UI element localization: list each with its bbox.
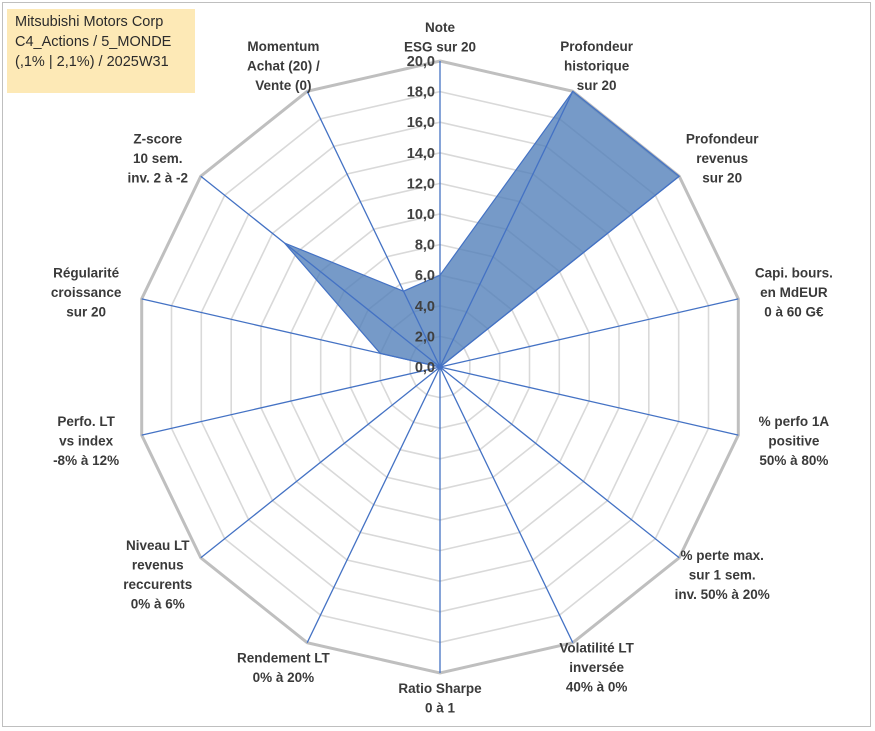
radar-spoke-6 [439,366,574,643]
radar-axis-label-5-line-2: inv. 50% à 20% [675,587,770,602]
radar-axis-label-4-line-1: positive [768,434,820,449]
radar-spoke-11 [141,298,441,368]
radar-axis-label-8-line-0: Rendement LT [237,650,331,665]
radar-axis-label-11-line-0: Régularité [53,265,120,280]
radar-axis-label-13: Momentum Achat (20) / Vente (0) [247,39,320,93]
radar-spoke-4 [439,366,739,436]
radar-axis-label-0-line-0: Note [425,20,455,35]
radar-axis-label-9-line-1: revenus [132,558,184,573]
radar-spoke-8 [306,366,441,643]
radar-axis-label-2: Profondeur revenus sur 20 [686,132,759,186]
radar-axis-label-6-line-0: Volatilité LT [559,641,634,656]
radar-axis-label-9: Niveau LT revenus reccurents 0% à 6% [123,538,192,612]
radar-axis-label-8-line-1: 0% à 20% [253,670,315,685]
radar-axis-label-12-line-1: 10 sem. [133,151,183,166]
radar-axis-label-12-line-2: inv. 2 à -2 [128,171,189,186]
radar-spokes [141,61,739,673]
radar-axis-label-13-line-1: Achat (20) / [247,58,320,73]
radar-axis-label-10-line-0: Perfo. LT [57,414,115,429]
radar-axis-label-8: Rendement LT 0% à 20% [237,650,331,685]
radar-axis-label-12: Z-score 10 sem. inv. 2 à -2 [128,132,189,186]
radar-tick-label-8: 16,0 [407,115,435,131]
radar-tick-label-10: 20,0 [407,54,435,70]
radar-tick-label-4: 8,0 [415,238,435,254]
radar-spoke-10 [141,366,441,436]
radar-axis-label-4-line-2: 50% à 80% [759,453,828,468]
radar-axis-label-5-line-0: % perte max. [681,548,764,563]
radar-axis-label-3-line-0: Capi. bours. [755,265,833,280]
radar-axis-label-13-line-2: Vente (0) [255,78,311,93]
radar-axis-label-6: Volatilité LT inversée 40% à 0% [559,641,634,695]
radar-axis-label-6-line-1: inversée [569,660,624,675]
radar-axis-label-0: Note ESG sur 20 [404,20,476,55]
radar-tick-label-2: 4,0 [415,299,435,315]
radar-axis-label-7-line-1: 0 à 1 [425,701,456,716]
radar-axis-label-9-line-2: reccurents [123,577,192,592]
radar-spoke-12 [200,175,441,368]
radar-axis-label-7-line-0: Ratio Sharpe [398,681,482,696]
radar-axis-label-6-line-2: 40% à 0% [566,680,628,695]
radar-spoke-1 [439,91,574,368]
radar-axis-label-1: Profondeur historique sur 20 [560,39,633,93]
radar-tick-label-6: 12,0 [407,176,435,192]
radar-axis-label-4: % perfo 1A positive 50% à 80% [759,414,830,468]
title-line-company: Mitsubishi Motors Corp [15,14,164,30]
radar-tick-labels: 0,0 2,0 4,0 6,0 8,0 10,0 12,0 14,0 16,0 18,0 20,0 [407,54,435,376]
radar-spoke-13 [306,91,441,368]
title-line-category: C4_Actions / 5_MONDE [15,34,172,50]
radar-spoke-5 [439,366,680,559]
radar-axis-label-0-line-1: ESG sur 20 [404,40,476,55]
radar-axis-label-9-line-0: Niveau LT [126,538,190,553]
chart-title-box: Mitsubishi Motors Corp C4_Actions / 5_MO… [7,9,195,93]
radar-axis-label-10: Perfo. LT vs index -8% à 12% [53,414,119,468]
radar-tick-label-9: 18,0 [407,85,435,101]
radar-tick-label-1: 2,0 [415,329,435,345]
radar-axis-label-3-line-1: en MdEUR [760,285,828,300]
radar-axis-label-5: % perte max. sur 1 sem. inv. 50% à 20% [675,548,770,602]
title-line-params: (,1% | 2,1%) / 2025W31 [15,54,169,70]
radar-axis-label-3-line-2: 0 à 60 G€ [764,304,824,319]
radar-spoke-9 [200,366,441,559]
radar-axis-label-1-line-1: historique [564,58,630,73]
radar-axis-label-7: Ratio Sharpe 0 à 1 [398,681,482,716]
radar-axis-label-11: Régularité croissance sur 20 [51,265,122,319]
radar-axis-label-11-line-2: sur 20 [66,304,106,319]
radar-axis-label-12-line-0: Z-score [133,132,182,147]
radar-axis-label-1-line-0: Profondeur [560,39,633,54]
radar-spoke-3 [439,298,739,368]
radar-axis-label-10-line-1: vs index [59,434,114,449]
radar-axis-label-1-line-2: sur 20 [577,78,617,93]
radar-axis-label-2-line-0: Profondeur [686,132,759,147]
radar-axis-label-5-line-1: sur 1 sem. [689,568,756,583]
radar-tick-label-5: 10,0 [407,207,435,223]
radar-spoke-2 [439,175,680,368]
radar-axis-label-3: Capi. bours. en MdEUR 0 à 60 G€ [755,265,833,319]
radar-axis-label-2-line-2: sur 20 [702,171,742,186]
radar-axis-label-9-line-3: 0% à 6% [131,597,185,612]
radar-axis-label-11-line-1: croissance [51,285,122,300]
radar-axis-label-4-line-0: % perfo 1A [759,414,830,429]
radar-axis-label-13-line-0: Momentum [247,39,319,54]
radar-tick-label-0: 0,0 [415,360,435,376]
radar-tick-label-3: 6,0 [415,268,435,284]
radar-axis-label-2-line-1: revenus [696,151,748,166]
radar-axis-label-10-line-2: -8% à 12% [53,453,119,468]
radar-axis-labels: Note ESG sur 20 Profondeur historique sur 20… [51,20,833,716]
radar-tick-label-7: 14,0 [407,146,435,162]
